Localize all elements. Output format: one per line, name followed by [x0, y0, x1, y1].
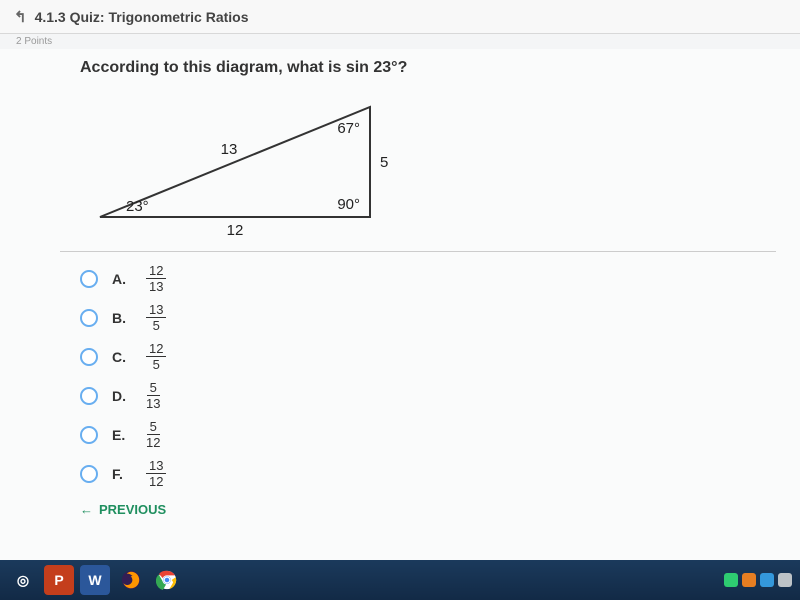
taskbar: ◎PW [0, 560, 800, 600]
screen: ↰ 4.1.3 Quiz: Trigonometric Ratios 2 Poi… [0, 0, 800, 600]
option-letter: B. [112, 310, 128, 326]
svg-text:12: 12 [227, 222, 244, 237]
quiz-header: ↰ 4.1.3 Quiz: Trigonometric Ratios [0, 0, 800, 34]
task-icons: ◎PW [8, 565, 182, 595]
previous-label: PREVIOUS [99, 502, 166, 517]
tray-indicator[interactable] [742, 573, 756, 587]
option-fraction: 1213 [146, 264, 166, 293]
option-fraction: 135 [146, 303, 166, 332]
quiz-title: 4.1.3 Quiz: Trigonometric Ratios [35, 9, 249, 25]
option-f[interactable]: F. 1312 [80, 459, 776, 488]
svg-text:90°: 90° [337, 196, 360, 213]
points-label: 2 Points [0, 34, 800, 49]
answer-options: A. 1213 B. 135 C. 125 D. 513 E. 512 F. 1312 [80, 264, 776, 488]
content-area: According to this diagram, what is sin 2… [0, 49, 800, 560]
radio-icon[interactable] [80, 348, 98, 366]
option-b[interactable]: B. 135 [80, 303, 776, 332]
tray-indicator[interactable] [760, 573, 774, 587]
option-fraction: 1312 [146, 459, 166, 488]
back-icon[interactable]: ↰ [14, 8, 27, 26]
page: ↰ 4.1.3 Quiz: Trigonometric Ratios 2 Poi… [0, 0, 800, 560]
system-tray [724, 573, 792, 587]
svg-text:13: 13 [221, 141, 238, 158]
powerpoint-icon[interactable]: P [44, 565, 74, 595]
divider [60, 251, 776, 252]
option-e[interactable]: E. 512 [80, 420, 776, 449]
tray-indicator[interactable] [778, 573, 792, 587]
word-icon[interactable]: W [80, 565, 110, 595]
option-fraction: 125 [146, 342, 166, 371]
radio-icon[interactable] [80, 465, 98, 483]
chrome-icon[interactable] [152, 565, 182, 595]
cortana-icon[interactable]: ◎ [8, 565, 38, 595]
svg-text:67°: 67° [337, 120, 360, 137]
option-letter: A. [112, 271, 128, 287]
arrow-left-icon: ← [80, 502, 93, 517]
radio-icon[interactable] [80, 387, 98, 405]
option-fraction: 513 [146, 381, 160, 410]
radio-icon[interactable] [80, 270, 98, 288]
radio-icon[interactable] [80, 426, 98, 444]
option-c[interactable]: C. 125 [80, 342, 776, 371]
option-letter: E. [112, 427, 128, 443]
option-letter: C. [112, 349, 128, 365]
svg-text:5: 5 [380, 154, 388, 171]
option-fraction: 512 [146, 420, 160, 449]
radio-icon[interactable] [80, 309, 98, 327]
firefox-icon[interactable] [116, 565, 146, 595]
previous-button[interactable]: ← PREVIOUS [80, 502, 166, 517]
triangle-diagram: 23° 67° 90° 13 12 5 [80, 87, 400, 237]
tray-indicator[interactable] [724, 573, 738, 587]
question-text: According to this diagram, what is sin 2… [80, 59, 776, 77]
option-d[interactable]: D. 513 [80, 381, 776, 410]
svg-text:23°: 23° [126, 198, 149, 215]
option-a[interactable]: A. 1213 [80, 264, 776, 293]
option-letter: F. [112, 466, 128, 482]
option-letter: D. [112, 388, 128, 404]
